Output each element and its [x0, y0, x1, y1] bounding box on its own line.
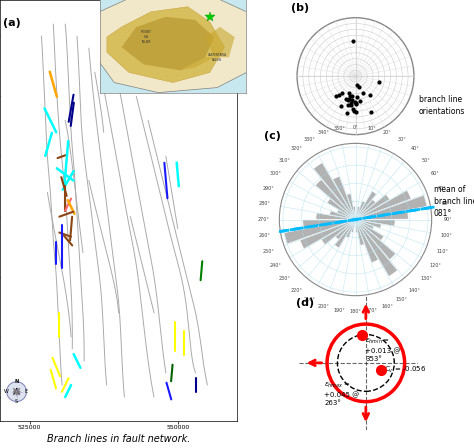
Bar	[355, 220, 356, 226]
Bar	[329, 211, 356, 220]
Point	[368, 109, 375, 116]
Bar	[356, 220, 378, 263]
Bar	[356, 220, 395, 226]
Point	[351, 98, 359, 105]
Point	[348, 97, 356, 104]
Point	[343, 109, 351, 116]
Text: $C_v$ = -0.056: $C_v$ = -0.056	[383, 365, 426, 375]
Point	[332, 92, 339, 99]
Bar	[313, 163, 356, 220]
Bar	[356, 201, 365, 220]
Point	[349, 105, 357, 112]
Bar	[356, 190, 411, 220]
Text: (d): (d)	[296, 298, 314, 308]
Bar	[315, 179, 356, 220]
Bar	[353, 207, 356, 220]
Point	[351, 108, 358, 115]
Point	[352, 99, 360, 107]
Point	[345, 96, 352, 103]
Bar	[346, 220, 356, 238]
Point	[366, 91, 374, 99]
Bar	[356, 220, 365, 246]
Bar	[356, 194, 390, 220]
Point	[344, 102, 352, 109]
Text: Branch lines in fault network.: Branch lines in fault network.	[47, 434, 190, 444]
Text: $\epsilon_{hmax}$ =
+0.045 @
263°: $\epsilon_{hmax}$ = +0.045 @ 263°	[325, 381, 360, 406]
Point	[337, 102, 345, 109]
Bar	[327, 198, 356, 220]
Bar	[336, 220, 356, 240]
Bar	[356, 220, 398, 276]
Point	[346, 95, 353, 102]
Bar	[356, 220, 358, 233]
Bar	[321, 220, 356, 245]
Bar	[356, 207, 360, 220]
Text: (c): (c)	[264, 131, 281, 141]
Point	[352, 108, 359, 116]
Bar	[303, 220, 356, 228]
Bar	[356, 220, 384, 241]
Bar	[356, 220, 396, 260]
Point	[342, 95, 350, 103]
Bar	[356, 211, 408, 220]
Point	[336, 91, 343, 99]
Text: branch line
orientations: branch line orientations	[419, 95, 465, 116]
Point	[347, 101, 355, 108]
Bar	[284, 220, 356, 244]
Point	[337, 90, 345, 97]
Bar	[356, 220, 374, 229]
Point	[349, 38, 356, 45]
Bar	[335, 220, 356, 248]
Point	[348, 92, 356, 99]
Text: mean of
branch lines
081°: mean of branch lines 081°	[434, 185, 474, 218]
Bar	[316, 213, 356, 220]
Point	[354, 94, 361, 101]
Bar	[356, 191, 376, 220]
Point	[375, 78, 383, 86]
Text: (a): (a)	[3, 18, 21, 28]
Bar	[337, 210, 356, 220]
Bar	[333, 176, 356, 220]
Bar	[300, 220, 356, 249]
Point	[355, 83, 363, 90]
Point	[353, 81, 360, 88]
Point	[359, 90, 366, 97]
Point	[356, 97, 364, 104]
Bar	[351, 220, 356, 233]
Bar	[356, 199, 375, 220]
Text: (b): (b)	[291, 3, 310, 13]
Point	[353, 100, 360, 108]
Bar	[356, 195, 427, 220]
Text: $\epsilon_{hmin}=$
+0.013 @
353°: $\epsilon_{hmin}=$ +0.013 @ 353°	[365, 337, 401, 362]
Point	[346, 93, 354, 100]
Bar	[346, 194, 356, 220]
Point	[347, 99, 355, 107]
Bar	[356, 220, 382, 228]
Point	[346, 90, 353, 97]
